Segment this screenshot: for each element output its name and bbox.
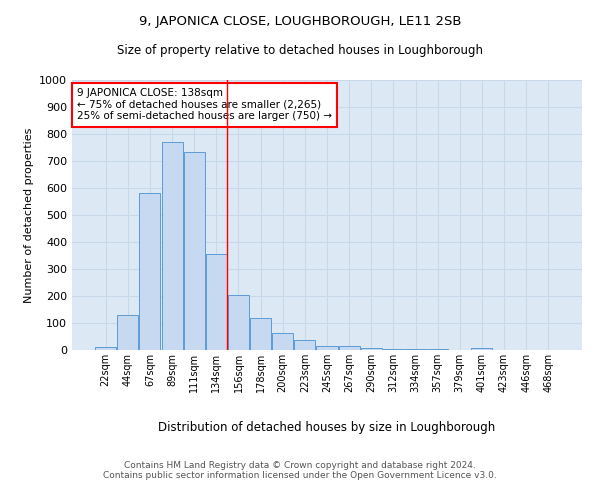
Bar bbox=[250, 318, 271, 350]
Y-axis label: Number of detached properties: Number of detached properties bbox=[23, 128, 34, 302]
Bar bbox=[118, 316, 139, 350]
Bar bbox=[383, 348, 404, 350]
Bar bbox=[472, 348, 493, 350]
Text: Contains HM Land Registry data © Crown copyright and database right 2024.
Contai: Contains HM Land Registry data © Crown c… bbox=[103, 460, 497, 480]
Bar bbox=[427, 348, 448, 350]
Text: 9 JAPONICA CLOSE: 138sqm
← 75% of detached houses are smaller (2,265)
25% of sem: 9 JAPONICA CLOSE: 138sqm ← 75% of detach… bbox=[77, 88, 332, 122]
Bar bbox=[338, 346, 359, 350]
Bar bbox=[272, 334, 293, 350]
Bar bbox=[295, 340, 316, 350]
Bar bbox=[161, 142, 182, 350]
Bar bbox=[184, 152, 205, 350]
Bar bbox=[206, 254, 227, 350]
Text: Distribution of detached houses by size in Loughborough: Distribution of detached houses by size … bbox=[158, 421, 496, 434]
Bar bbox=[228, 294, 249, 350]
Bar bbox=[405, 349, 426, 350]
Bar bbox=[361, 348, 382, 350]
Bar bbox=[139, 194, 160, 350]
Bar bbox=[95, 348, 116, 350]
Bar bbox=[316, 346, 338, 350]
Text: Size of property relative to detached houses in Loughborough: Size of property relative to detached ho… bbox=[117, 44, 483, 57]
Text: 9, JAPONICA CLOSE, LOUGHBOROUGH, LE11 2SB: 9, JAPONICA CLOSE, LOUGHBOROUGH, LE11 2S… bbox=[139, 15, 461, 28]
